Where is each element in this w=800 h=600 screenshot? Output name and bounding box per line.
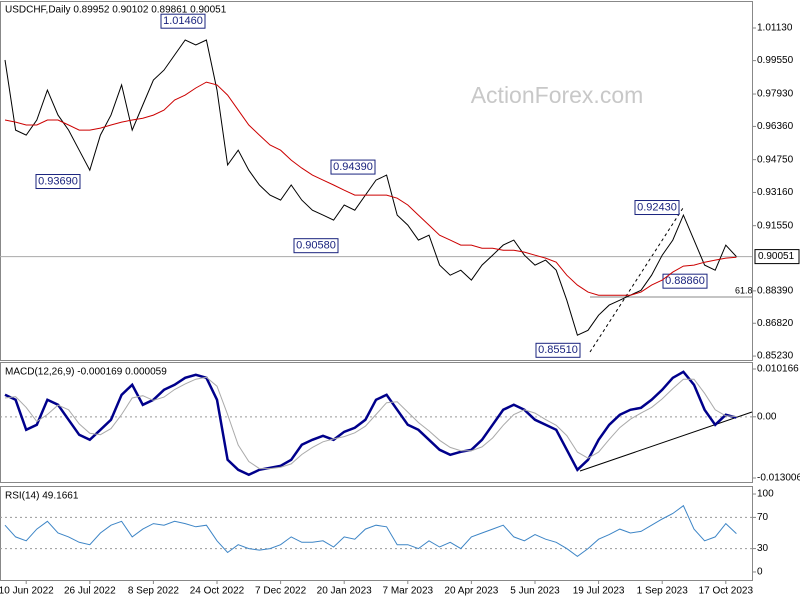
macd-trend-line — [579, 411, 753, 472]
annotation-box — [634, 200, 680, 216]
x-tick-label: 26 Jul 2022 — [64, 586, 116, 597]
y-tick-label: 0.97930 — [757, 89, 794, 100]
x-tick-label: 19 Jul 2023 — [573, 586, 625, 597]
x-tick-label: 7 Dec 2022 — [255, 586, 307, 597]
x-tick-label: 7 Mar 2023 — [383, 586, 434, 597]
x-tick-label: 1 Sep 2023 — [637, 586, 689, 597]
y-tick-label: 0.88390 — [757, 286, 794, 297]
annotation-box — [662, 273, 708, 289]
annotation-label: 0.88860 — [665, 275, 705, 287]
annotation-box — [535, 342, 581, 358]
y-tick-label: 1.01130 — [757, 23, 793, 34]
annotation-label: 0.93690 — [38, 175, 78, 187]
y-tick-label: -0.013006 — [757, 473, 800, 484]
y-tick-label: 0.00 — [757, 411, 777, 422]
series-line — [4, 376, 737, 470]
x-tick-label: 8 Sep 2022 — [128, 586, 180, 597]
annotation-label: 0.94390 — [333, 161, 373, 173]
x-tick-label: 5 Jun 2023 — [510, 586, 560, 597]
x-tick-label: 10 Jun 2022 — [0, 586, 54, 597]
annotation-label: 1.01460 — [163, 15, 203, 27]
y-tick-label: 0.86820 — [757, 318, 794, 329]
y-tick-label: 0.94750 — [757, 154, 794, 165]
series-line — [4, 370, 737, 477]
y-tick-label: 0 — [757, 567, 763, 578]
annotation-box — [35, 174, 81, 190]
watermark: ActionForex.com — [471, 82, 644, 108]
rsi-title: RSI(14) 49.1661 — [5, 491, 79, 502]
y-tick-label: 30 — [757, 543, 769, 554]
last-price-label: 0.90051 — [758, 251, 795, 262]
y-tick-label: 0.85230 — [757, 351, 794, 362]
y-tick-label: 0.96360 — [757, 121, 794, 132]
annotation-box — [160, 13, 206, 29]
annotation-label: 0.92430 — [637, 201, 677, 213]
y-tick-label: 70 — [757, 512, 769, 523]
annotation-box — [330, 159, 376, 175]
y-tick-label: 0.99550 — [757, 55, 794, 66]
series-line — [4, 39, 737, 336]
macd-title: MACD(12,26,9) -0.000169 0.000059 — [5, 367, 167, 378]
y-tick-label: 100 — [757, 489, 774, 500]
x-tick-label: 20 Jan 2023 — [317, 586, 372, 597]
y-tick-label: 0.91550 — [757, 220, 794, 231]
last-price-box — [754, 249, 800, 265]
annotation-label: 0.85510 — [538, 344, 578, 356]
x-tick-label: 17 Oct 2023 — [699, 586, 754, 597]
price-panel — [0, 1, 753, 361]
annotation-label: 0.90580 — [296, 240, 336, 252]
rsi-panel — [0, 486, 753, 581]
annotation-box — [293, 238, 339, 254]
fib-label: 61.8 — [735, 285, 753, 295]
price-title: USDCHF,Daily 0.89952 0.90102 0.89861 0.9… — [5, 5, 227, 16]
y-tick-label: 0.93160 — [757, 187, 794, 198]
x-tick-label: 20 Apr 2023 — [444, 586, 498, 597]
macd-panel — [0, 362, 753, 483]
x-tick-label: 24 Oct 2022 — [190, 586, 245, 597]
y-tick-label: 0.010166 — [757, 364, 799, 375]
series-line — [4, 504, 737, 558]
series-line — [4, 81, 737, 296]
trend-line — [589, 207, 684, 353]
